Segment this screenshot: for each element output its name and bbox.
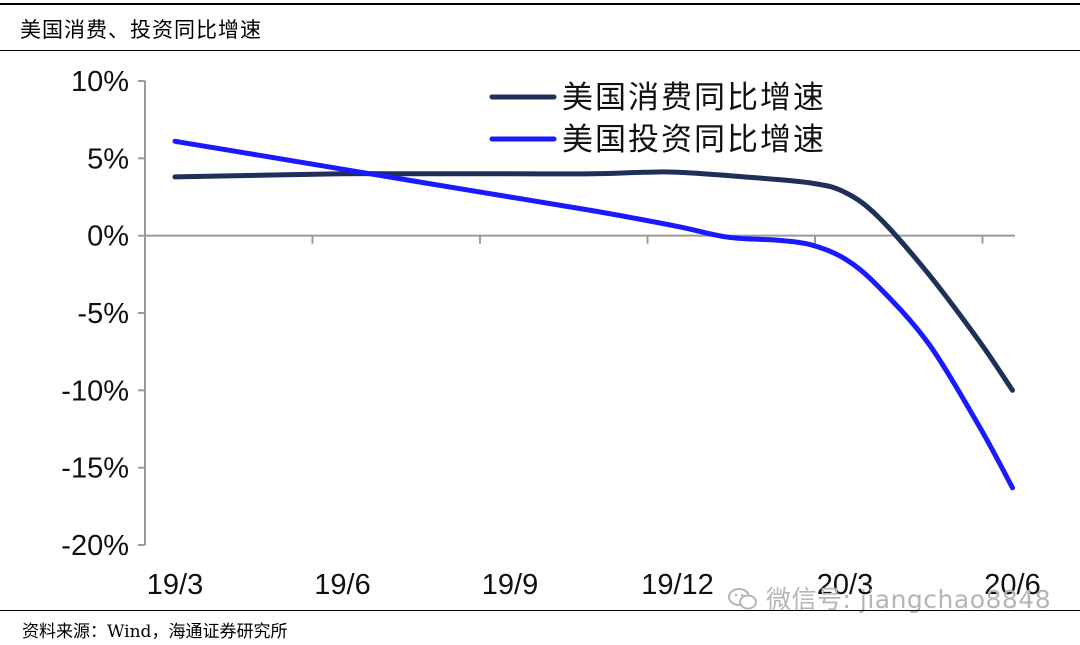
y-tick-label: -20%	[61, 530, 129, 562]
watermark: 微信号: jiangchao8848	[728, 580, 1051, 616]
x-tick-label: 19/3	[147, 569, 203, 601]
x-tick-label: 19/6	[314, 569, 370, 601]
y-tick-label: -5%	[77, 298, 129, 330]
line-chart: 10% 5% 0% -5% -10% -15% -20% 19/3 19/6 19/9 19/12 2…	[61, 66, 1040, 601]
footer-rule	[0, 610, 1080, 611]
page-title: 美国消费、投资同比增速	[20, 18, 262, 42]
legend-item-investment-label: 美国投资同比增速	[562, 122, 826, 158]
y-tick-label: 5%	[87, 143, 129, 175]
header-bar: 美国消费、投资同比增速	[0, 0, 1080, 52]
y-tick-label: 10%	[71, 66, 129, 98]
y-tick-label: -10%	[61, 375, 129, 407]
top-rule	[0, 3, 1080, 5]
x-tick-label: 20/3	[817, 569, 873, 601]
watermark-text: 微信号: jiangchao8848	[766, 585, 1052, 614]
source-note: 资料来源：Wind，海通证券研究所	[22, 622, 288, 642]
wechat-icon	[728, 588, 757, 610]
series-line-investment	[172, 138, 1015, 491]
x-tick-label: 19/9	[482, 569, 538, 601]
y-tick-label: 0%	[87, 221, 129, 253]
title-rule	[0, 50, 1080, 51]
y-tick-label: -15%	[61, 453, 129, 485]
series-line-consumption	[172, 169, 1015, 393]
x-tick-label: 20/6	[984, 569, 1040, 601]
legend-item-consumption-label: 美国消费同比增速	[562, 80, 826, 116]
x-tick-label: 19/12	[641, 569, 714, 601]
